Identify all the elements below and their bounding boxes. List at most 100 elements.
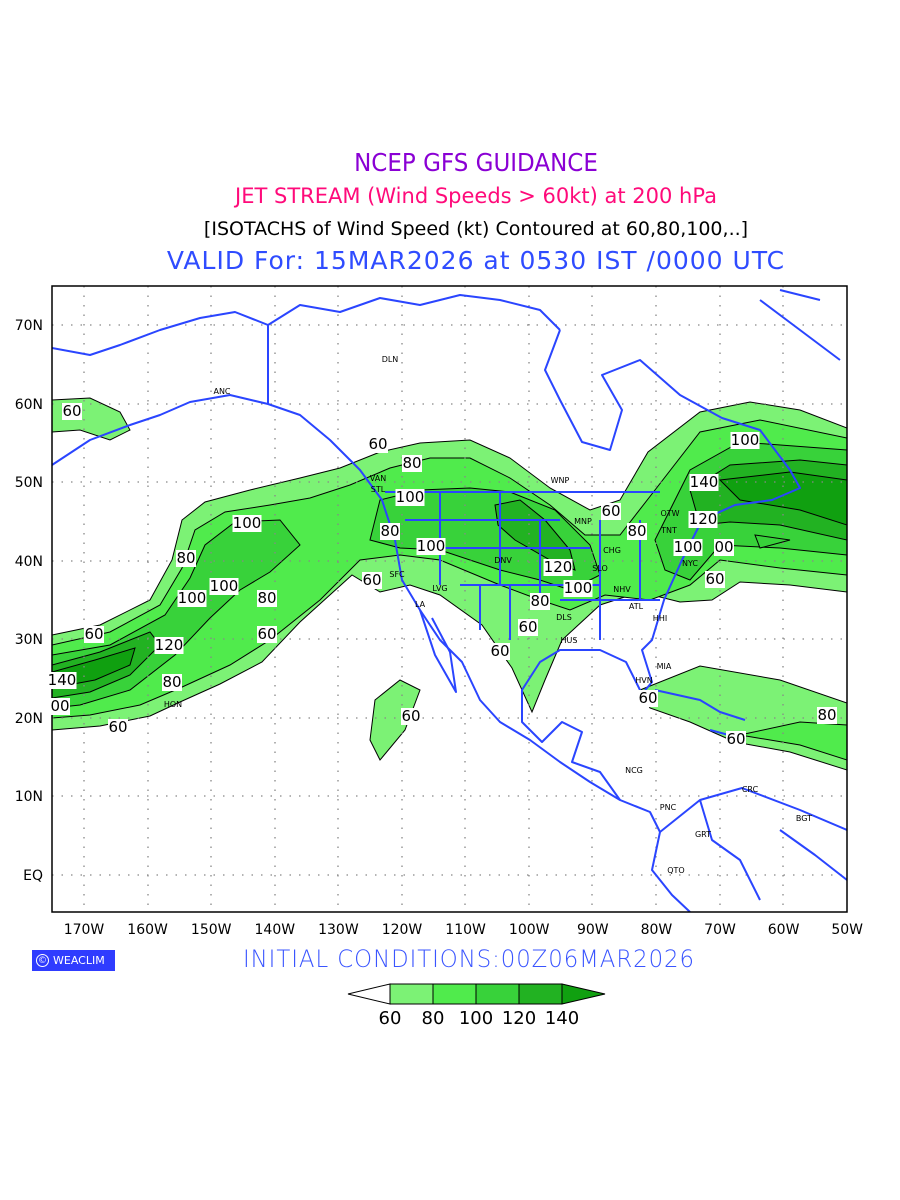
contour-label: 60 <box>638 689 657 707</box>
weaclim-logo: © WEACLIM <box>32 950 115 971</box>
lon-label: 50W <box>831 922 863 938</box>
contour-label: 120 <box>155 636 184 654</box>
lon-label: 110W <box>445 922 486 938</box>
station-label: HON <box>164 700 182 709</box>
lon-label: 70W <box>704 922 736 938</box>
valid-time: VALID For: 15MAR2026 at 0530 IST /0000 U… <box>166 246 786 275</box>
station-label: DLS <box>556 613 572 622</box>
contour-label-bg <box>726 731 746 748</box>
station-label: NYC <box>682 559 698 568</box>
lon-label: 80W <box>641 922 673 938</box>
contour-label-bg <box>108 719 128 736</box>
legend-label: 120 <box>502 1008 536 1029</box>
contour-label: 80 <box>162 673 181 691</box>
contour-label: 80 <box>380 522 399 540</box>
station-label: BGT <box>796 814 812 823</box>
color-legend <box>347 983 606 1005</box>
lat-label: 60N <box>15 397 43 413</box>
legend-100-120 <box>475 983 520 1005</box>
station-label: OTW <box>660 509 679 518</box>
station-label: NCG <box>625 766 643 775</box>
contour-label: 60 <box>362 571 381 589</box>
lat-label: 70N <box>15 318 43 334</box>
lon-label: 90W <box>577 922 609 938</box>
contour-label: 100 <box>564 579 593 597</box>
lon-label: 170W <box>64 922 105 938</box>
map-subtitle: JET STREAM (Wind Speeds > 60kt) at 200 h… <box>235 184 717 208</box>
lat-label: 40N <box>15 554 43 570</box>
contour-label-bg <box>730 432 760 449</box>
map-area <box>52 286 847 912</box>
contour-label: 100 <box>210 577 239 595</box>
contour-label-bg <box>530 593 550 610</box>
contour-label-bg <box>257 590 277 607</box>
lat-label: 10N <box>15 789 43 805</box>
contour-label-bg <box>402 455 422 472</box>
lon-label: 130W <box>318 922 359 938</box>
contour-label-bg <box>563 580 593 597</box>
contour-label-bg <box>62 403 82 420</box>
legend-above-140 <box>561 983 606 1005</box>
contour-label: 100 <box>178 589 207 607</box>
contour-label: 80 <box>176 549 195 567</box>
contour-label: 00 <box>714 538 733 556</box>
station-label: MIA <box>657 662 672 671</box>
contour-label-bg <box>232 515 262 532</box>
contour-label-bg <box>817 707 837 724</box>
coastlines <box>52 289 847 912</box>
contour-label: 80 <box>402 454 421 472</box>
contour-label: 100 <box>233 514 262 532</box>
contour-label-bg <box>688 511 718 528</box>
contour-label-bg <box>673 539 703 556</box>
contour-label-bg <box>50 698 70 715</box>
contour-label-bg <box>416 538 446 555</box>
contour-label-bg <box>257 626 277 643</box>
station-label: NHV <box>613 585 631 594</box>
axes: 70N 60N 50N 40N 30N 20N 10N EQ 170W 160W 150W 140W 1… <box>15 318 863 938</box>
legend-label: 140 <box>545 1008 579 1029</box>
contour-label-bg <box>490 643 510 660</box>
station-label: HVN <box>635 676 652 685</box>
contour-label-bg <box>154 637 184 654</box>
legend-80-100 <box>432 983 477 1005</box>
contour-label-bg <box>401 708 421 725</box>
contour-label: 80 <box>627 522 646 540</box>
map-title: NCEP GFS GUIDANCE <box>354 148 598 177</box>
station-label: CHG <box>603 546 621 555</box>
contour-label: 60 <box>705 570 724 588</box>
legend-60-80 <box>389 983 434 1005</box>
station-label: SFC <box>389 570 405 579</box>
station-label: GRT <box>695 830 711 839</box>
contour-label-bg <box>705 571 725 588</box>
contour-label: 120 <box>689 510 718 528</box>
initial-conditions: INITIAL CONDITIONS:00Z06MAR2026 <box>243 945 695 973</box>
contour-label: 60 <box>401 707 420 725</box>
contour-label: 60 <box>601 502 620 520</box>
contour-label: 60 <box>490 642 509 660</box>
station-label: DLN <box>382 355 399 364</box>
contour-label: 120 <box>544 558 573 576</box>
lat-label: 30N <box>15 632 43 648</box>
contour-label: 80 <box>817 706 836 724</box>
lon-label: 140W <box>255 922 296 938</box>
station-label: LVG <box>432 584 447 593</box>
station-label: PNC <box>660 803 677 812</box>
contour-label: 100 <box>417 537 446 555</box>
contour-label: 100 <box>396 488 425 506</box>
contour-label: 60 <box>84 625 103 643</box>
contour-label: 60 <box>62 402 81 420</box>
legend-120-140 <box>518 983 563 1005</box>
lat-label: 20N <box>15 711 43 727</box>
map-description: [ISOTACHS of Wind Speed (kt) Contoured a… <box>203 218 749 240</box>
lon-label: 150W <box>191 922 232 938</box>
station-label: QTO <box>667 866 684 875</box>
contour-label-bg <box>395 489 425 506</box>
station-label: HHI <box>653 614 667 623</box>
legend-label: 60 <box>379 1008 402 1029</box>
contour-label: 60 <box>518 618 537 636</box>
station-label: SLO <box>592 564 608 573</box>
contour-label: 60 <box>257 625 276 643</box>
contour-label: 00 <box>50 697 69 715</box>
station-label: ANC <box>213 387 230 396</box>
